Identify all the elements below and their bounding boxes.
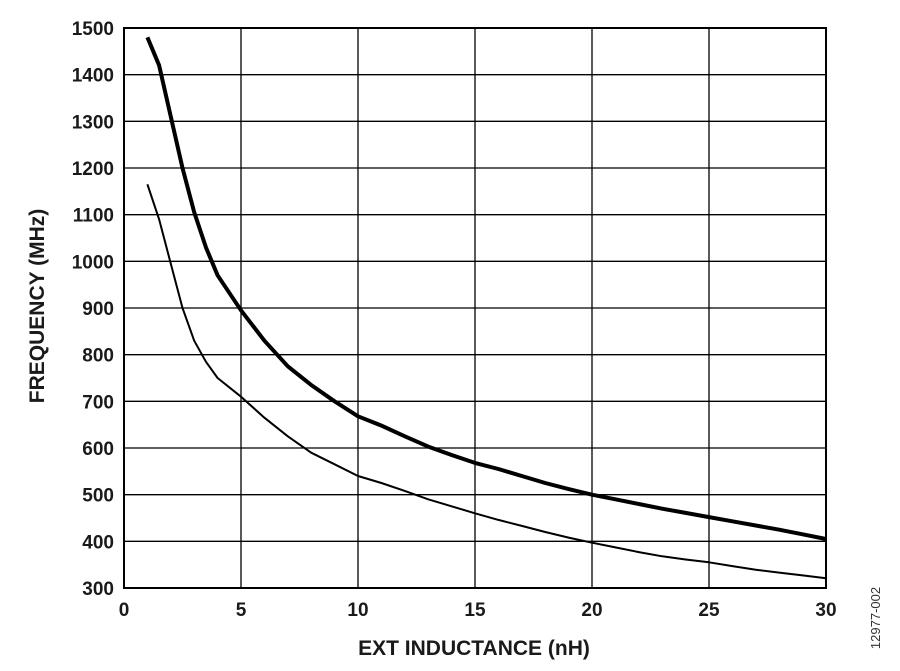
x-tick-label: 30 [815,600,836,621]
y-tick-label: 1400 [72,66,114,87]
y-tick-label: 1300 [72,112,114,133]
grid-lines [123,27,827,589]
x-axis-title: EXT INDUCTANCE (nH) [358,637,590,660]
y-tick-label: 600 [82,439,114,460]
x-tick-labels: 0 5 10 15 20 25 30 [119,600,837,621]
y-tick-label: 1200 [72,159,114,180]
y-tick-label: 300 [82,579,114,600]
plot-frame [123,27,827,589]
y-tick-label: 700 [82,392,114,413]
figure-id-label: 12977-002 [868,587,883,649]
data-series [145,36,827,580]
y-tick-label: 1500 [72,19,114,40]
x-tick-label: 25 [698,600,720,621]
y-axis-title: FREQUENCY (MHz) [26,209,49,403]
x-tick-label: 20 [581,600,602,621]
y-tick-label: 1100 [73,206,114,227]
y-tick-label: 500 [82,486,114,507]
series-line-lower [146,183,827,580]
y-tick-label: 900 [82,299,114,320]
y-tick-labels: 300 400 500 600 700 800 900 1000 1100 1200 1300 140… [72,19,114,600]
series-line-upper [145,36,827,541]
x-tick-label: 5 [236,600,247,621]
x-tick-label: 0 [119,600,130,621]
y-tick-label: 1000 [72,252,114,273]
x-tick-label: 10 [347,600,368,621]
x-tick-label: 15 [464,600,486,621]
y-tick-label: 400 [82,532,114,553]
y-tick-label: 800 [82,346,114,367]
